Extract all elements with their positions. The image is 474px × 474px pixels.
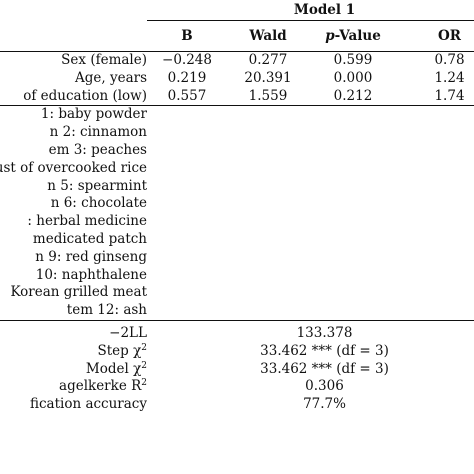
list-item: 1: baby powder — [40, 106, 147, 123]
col-b: B — [147, 20, 227, 52]
column-header-row: B Wald p-Value OR — [0, 20, 474, 52]
stat-value: 33.462 *** (df = 3) — [260, 360, 389, 377]
cell-or: 1.24 — [434, 69, 465, 86]
row-label: of education (low) — [0, 87, 147, 107]
item-rows: 1: baby powder n 2: cinnamon em 3: peach… — [0, 106, 474, 321]
table-row: Sex (female) −0.248 0.277 0.599 0.78 — [0, 52, 474, 70]
cell-p: 0.212 — [309, 87, 397, 107]
model-header-row: Model 1 — [0, 0, 474, 21]
stat-row: fication accuracy 77.7% — [0, 396, 474, 414]
predictor-rows: Sex (female) −0.248 0.277 0.599 0.78 Age… — [0, 52, 474, 107]
list-item: medicated patch — [32, 230, 147, 247]
stat-value: 133.378 — [296, 324, 353, 341]
stat-label: fication accuracy — [29, 396, 147, 413]
model-stats-rows: −2LL 133.378 Step χ2 33.462 *** (df = 3)… — [0, 320, 474, 413]
cell-or: 1.74 — [397, 87, 474, 107]
cell-b: 0.557 — [147, 87, 227, 107]
model-title: Model 1 — [147, 0, 474, 21]
cell-b: −0.248 — [162, 52, 212, 68]
list-item: n 2: cinnamon — [49, 124, 147, 141]
row-label: Age, years — [74, 69, 147, 86]
col-p-value: p-Value — [309, 20, 397, 52]
list-item: ust of overcooked rice — [0, 159, 147, 176]
stat-value: 33.462 *** (df = 3) — [260, 342, 389, 359]
stat-label: agelkerke R2 — [59, 378, 147, 395]
col-wald: Wald — [227, 20, 309, 52]
list-item: n 6: chocolate — [50, 195, 147, 212]
cell-or: 0.78 — [434, 52, 465, 68]
list-item: tem 12: ash — [0, 302, 474, 321]
stat-label: Step χ2 — [97, 342, 147, 359]
cell-wald: 0.277 — [248, 52, 288, 68]
stat-label: −2LL — [109, 324, 147, 341]
cell-wald: 1.559 — [227, 87, 309, 107]
stat-row: Step χ2 33.462 *** (df = 3) — [0, 343, 474, 361]
stat-value: 77.7% — [303, 396, 346, 413]
table-row: Age, years 0.219 20.391 0.000 1.24 — [0, 70, 474, 88]
list-item: n 9: red ginseng — [35, 248, 147, 265]
stat-label: Model χ2 — [85, 360, 147, 377]
table-row: of education (low) 0.557 1.559 0.212 1.7… — [0, 87, 474, 107]
cell-p: 0.599 — [333, 52, 373, 68]
list-item: 10: naphthalene — [35, 266, 147, 283]
stat-row: agelkerke R2 0.306 — [0, 378, 474, 396]
row-label: Sex (female) — [61, 52, 147, 68]
stat-value: 0.306 — [305, 378, 344, 395]
list-item: n 5: spearmint — [47, 177, 147, 194]
stat-row: −2LL 133.378 — [0, 325, 474, 343]
stat-row: Model χ2 33.462 *** (df = 3) — [0, 361, 474, 379]
regression-table: Model 1 B Wald p-Value OR Sex (female) −… — [0, 0, 474, 413]
list-item: em 3: peaches — [48, 141, 147, 158]
list-item: : herbal medicine — [27, 213, 147, 230]
cell-wald: 20.391 — [244, 69, 292, 86]
list-item: Korean grilled meat — [10, 284, 147, 301]
cell-b: 0.219 — [167, 69, 207, 86]
col-or: OR — [397, 20, 474, 52]
cell-p: 0.000 — [333, 69, 373, 86]
